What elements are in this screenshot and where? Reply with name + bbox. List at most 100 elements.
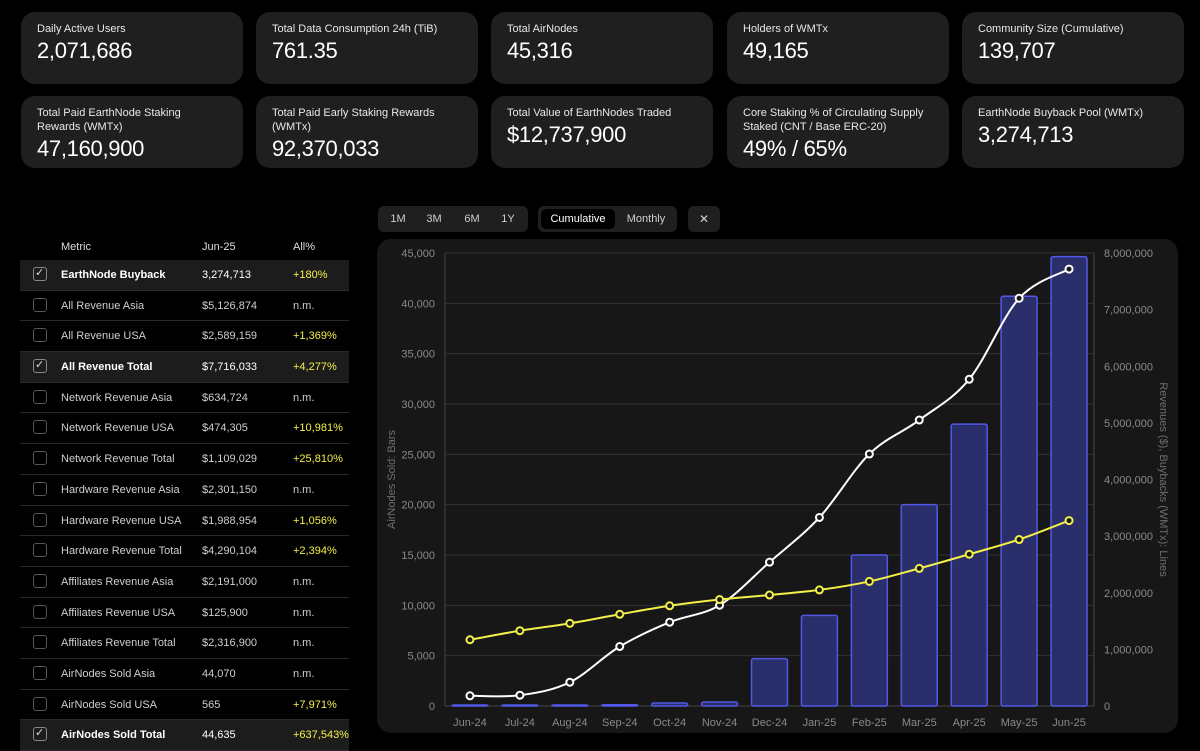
table-row[interactable]: AirNodes Sold Total 44,635 +637,543% [20, 720, 349, 751]
metric-change: +1,056% [293, 514, 337, 527]
row-checkbox[interactable] [33, 726, 47, 742]
row-checkbox[interactable] [33, 297, 47, 312]
metric-value: 44,070 [202, 667, 236, 680]
bar-airnodes-sold [800, 614, 839, 707]
y-left-tick-label: 20,000 [401, 500, 435, 512]
row-checkbox[interactable] [33, 358, 47, 374]
x-tick-label: Mar-25 [902, 717, 937, 729]
row-checkbox[interactable] [33, 328, 47, 343]
row-checkbox[interactable] [33, 481, 47, 496]
line-buyback-point [814, 585, 824, 595]
bar-airnodes-sold [850, 554, 889, 707]
metric-name: Affiliates Revenue Total [61, 637, 176, 650]
stat-value: 49,165 [743, 38, 809, 63]
table-row[interactable]: All Revenue Asia $5,126,874 n.m. [20, 291, 349, 322]
line-buyback-point [1064, 516, 1074, 526]
metric-value: $125,900 [202, 606, 248, 619]
stat-label: Core Staking % of Circulating Supply Sta… [743, 107, 924, 133]
chart-panel: 0 5,000 10,000 15,000 20,000 25,000 30,000 35,0… [377, 239, 1178, 733]
table-row[interactable]: Affiliates Revenue Total $2,316,900 n.m. [20, 628, 349, 659]
line-revenue-total-point [814, 512, 824, 522]
combo-chart: 0 5,000 10,000 15,000 20,000 25,000 30,000 35,0… [386, 248, 1169, 729]
metric-change: +25,810% [293, 453, 343, 466]
table-row[interactable]: All Revenue Total $7,716,033 +4,277% [20, 352, 349, 383]
table-row[interactable]: AirNodes Sold Asia 44,070 n.m. [20, 659, 349, 690]
stat-card: Total AirNodes 45,316 [491, 12, 713, 84]
row-checkbox[interactable] [33, 696, 47, 711]
metric-value: $4,290,104 [202, 545, 258, 558]
stat-card: Total Data Consumption 24h (TiB) 761.35 [256, 12, 478, 84]
metric-value: $7,716,033 [202, 361, 258, 374]
cumulative-toggle[interactable]: Cumulative [541, 209, 615, 229]
metrics-table: Metric Jun-25 All% EarthNode Buyback 3,27… [20, 234, 349, 751]
table-row[interactable]: Hardware Revenue Total $4,290,104 +2,394% [20, 536, 349, 567]
row-checkbox[interactable] [33, 573, 47, 588]
line-revenue-total-point [765, 557, 774, 567]
line-revenue-total-point [1014, 293, 1024, 303]
stat-card: Total Paid Early Staking Rewards (WMTx) 9… [256, 96, 478, 168]
x-tick-label: Nov-24 [702, 717, 737, 729]
range-3m-button[interactable]: 3M [426, 213, 442, 225]
monthly-toggle[interactable]: Monthly [626, 213, 666, 225]
stat-card: Total Paid EarthNode Staking Rewards (WM… [21, 96, 243, 168]
table-row[interactable]: Network Revenue USA $474,305 +10,981% [20, 413, 349, 445]
metric-name: Network Revenue Total [61, 453, 175, 466]
bar-airnodes-sold [601, 704, 639, 707]
table-row[interactable]: Affiliates Revenue USA $125,900 n.m. [20, 598, 349, 629]
metric-change: +4,277% [293, 361, 337, 374]
metric-change: +7,971% [293, 698, 337, 711]
table-row[interactable]: All Revenue USA $2,589,159 +1,369% [20, 321, 349, 353]
row-checkbox[interactable] [33, 543, 47, 558]
stat-card: Core Staking % of Circulating Supply Sta… [727, 96, 949, 168]
line-buyback-point [864, 576, 874, 586]
metric-value: $5,126,874 [202, 299, 258, 312]
header-metric: Metric [61, 241, 91, 253]
x-tick-label: Jun-25 [1052, 717, 1086, 729]
row-checkbox[interactable] [33, 451, 47, 466]
y-right-axis-title: Revenues ($), Buybacks (WMTx): Lines [1157, 382, 1169, 577]
table-row[interactable]: Affiliates Revenue Asia $2,191,000 n.m. [20, 567, 349, 598]
bar-airnodes-sold [900, 503, 938, 707]
metric-change: +637,543% [293, 729, 349, 742]
table-row[interactable]: Network Revenue Asia $634,724 n.m. [20, 383, 349, 414]
table-row[interactable]: Network Revenue Total $1,109,029 +25,810% [20, 444, 349, 475]
metric-change: +1,369% [293, 330, 337, 343]
range-6m-button[interactable]: 6M [464, 213, 480, 225]
line-revenue-total-point [465, 691, 475, 701]
row-checkbox[interactable] [33, 512, 47, 527]
metric-name: All Revenue Asia [61, 299, 145, 312]
metric-name: Hardware Revenue Asia [61, 483, 180, 496]
table-row[interactable]: AirNodes Sold USA 565 +7,971% [20, 690, 349, 721]
x-tick-label: Jan-25 [803, 717, 837, 729]
row-checkbox[interactable] [33, 389, 47, 404]
line-buyback-point [914, 563, 924, 573]
metric-value: $2,316,900 [202, 637, 258, 650]
table-row[interactable]: Hardware Revenue USA $1,988,954 +1,056% [20, 506, 349, 537]
y-right-tick-label: 5,000,000 [1104, 418, 1153, 430]
metric-name: All Revenue Total [61, 361, 153, 374]
metric-change: n.m. [293, 391, 315, 404]
row-checkbox[interactable] [33, 635, 47, 650]
row-checkbox[interactable] [33, 420, 47, 435]
range-1y-button[interactable]: 1Y [501, 213, 515, 225]
line-revenue-total-point [964, 374, 974, 384]
x-tick-label: May-25 [1001, 717, 1038, 729]
line-buyback-point [765, 590, 774, 600]
metric-name: Affiliates Revenue Asia [61, 575, 174, 588]
row-checkbox[interactable] [33, 604, 47, 619]
stat-value: $12,737,900 [507, 122, 627, 147]
stat-label: Daily Active Users [37, 23, 126, 35]
range-1m-button[interactable]: 1M [390, 213, 406, 225]
table-row[interactable]: EarthNode Buyback 3,274,713 +180% [20, 260, 349, 291]
line-buyback-point [715, 595, 725, 605]
y-right-tick-label: 6,000,000 [1104, 361, 1153, 373]
line-buyback-point [615, 609, 625, 619]
close-button[interactable]: ✕ [688, 206, 720, 232]
stat-card: Community Size (Cumulative) 139,707 [962, 12, 1184, 84]
table-row[interactable]: Hardware Revenue Asia $2,301,150 n.m. [20, 475, 349, 506]
stat-label: Community Size (Cumulative) [978, 23, 1124, 35]
metric-value: $2,301,150 [202, 483, 258, 496]
row-checkbox[interactable] [33, 266, 47, 281]
row-checkbox[interactable] [33, 665, 47, 680]
line-revenue-total-point [565, 677, 575, 687]
